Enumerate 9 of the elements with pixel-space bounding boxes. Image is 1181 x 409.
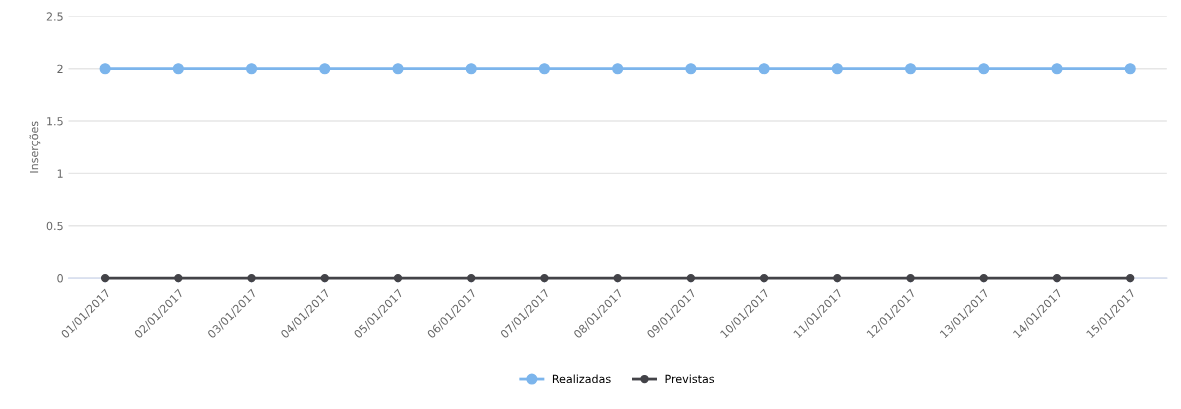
legend-label: Realizadas <box>552 374 611 384</box>
y-tick-label: 0 <box>57 274 63 283</box>
y-tick-label: 1.5 <box>47 117 63 126</box>
legend-label: Previstas <box>665 374 715 384</box>
y-tick-label: 1 <box>57 169 63 178</box>
y-tick-label: 0.5 <box>46 221 63 231</box>
y-tick-label: 2 <box>57 64 63 73</box>
y-axis-title: Inserções <box>29 121 41 173</box>
y-tick-label: 2.5 <box>46 12 63 21</box>
